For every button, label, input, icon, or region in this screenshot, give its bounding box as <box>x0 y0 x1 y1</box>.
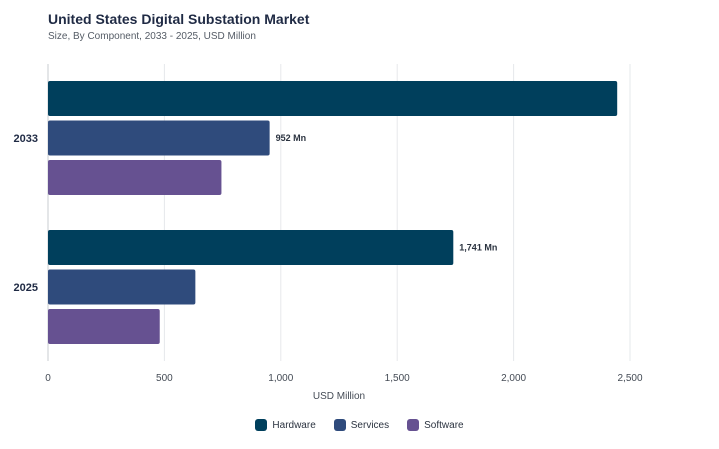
legend-label: Hardware <box>272 419 316 431</box>
bars: 952 Mn 1,741 Mn <box>48 81 618 344</box>
x-tick-label: 0 <box>45 373 51 384</box>
x-axis-title: USD Million <box>313 391 365 402</box>
category-label: 2025 <box>14 282 38 294</box>
legend-item-services[interactable]: Services <box>333 419 390 431</box>
data-label: 1,741 Mn <box>459 243 497 253</box>
legend-swatch <box>407 419 420 431</box>
bar-hardware-2025 <box>48 230 454 265</box>
bar-software-2025 <box>48 309 160 344</box>
chart-subtitle: Size, By Component, 2033 - 2025, USD Mil… <box>48 31 256 42</box>
x-tick-label: 500 <box>156 373 173 384</box>
legend-item-software[interactable]: Software <box>407 419 464 431</box>
data-label: 952 Mn <box>276 133 307 143</box>
category-label: 2033 <box>14 133 38 145</box>
bar-services-2033 <box>48 120 270 156</box>
x-tick-label: 1,500 <box>385 373 410 384</box>
x-tick-label: 1,000 <box>268 373 293 384</box>
category-labels: 2033 2025 <box>14 133 38 294</box>
bar-services-2025 <box>48 269 196 305</box>
legend-item-hardware[interactable]: Hardware <box>255 419 316 431</box>
legend-swatch <box>333 419 346 431</box>
x-tick-labels: 0 500 1,000 1,500 2,000 2,500 <box>45 373 643 384</box>
x-tick-label: 2,000 <box>501 373 526 384</box>
legend-label: Software <box>424 419 464 431</box>
legend: Hardware Services Software <box>0 419 719 431</box>
chart-title: United States Digital Substation Market <box>48 11 310 27</box>
x-tick-label: 2,500 <box>617 373 642 384</box>
legend-label: Services <box>350 419 390 431</box>
bar-software-2033 <box>48 160 222 195</box>
bar-hardware-2033 <box>48 81 618 116</box>
legend-swatch <box>255 419 268 431</box>
